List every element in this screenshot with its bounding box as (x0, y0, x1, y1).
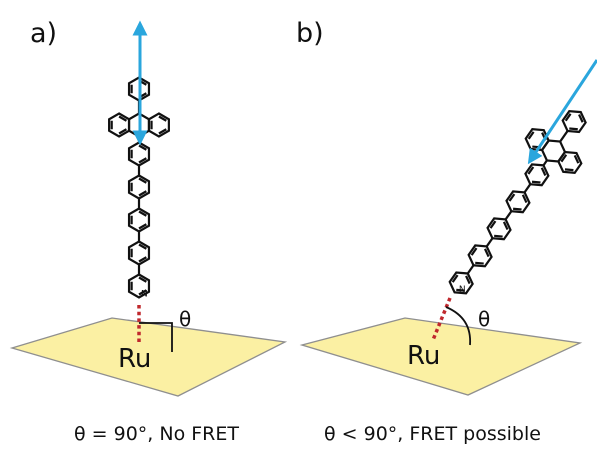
panel-b-phenylene-ring-double-bond (494, 234, 503, 238)
panel-b-anthracene-right-ring (557, 150, 583, 175)
panel-a-phenylene-ring-double-bond (138, 289, 147, 296)
panel-b-phenylene-ring-double-bond (451, 274, 459, 283)
panel-b-anthracene-right-ring-double-bond (573, 154, 580, 164)
panel-b-inter-ring-bond (485, 237, 494, 248)
panel-b-transition-dipole-arrow (527, 59, 597, 165)
panel-b-phenylene-ring-double-bond (483, 248, 490, 258)
panel-a-anthracene-left-ring-double-bond (118, 115, 128, 122)
panel-a-phenylene-ring-double-bond (138, 243, 147, 250)
panel-b-phenylene-ring (448, 271, 474, 295)
panel-b-nitrogen-label: N (459, 285, 466, 295)
panel-a-nitrogen-label: N (141, 290, 148, 300)
panel-a-phenylene-ring-double-bond (138, 144, 147, 151)
panel-a-phenylene-ring-double-bond (138, 223, 147, 230)
panel-b-surface (299, 317, 583, 396)
panel-b-phenylene-ring-double-bond (475, 261, 484, 265)
panel-a-anthracene-right-ring-double-bond (158, 128, 167, 135)
panel-b-anthracene-right-ring-double-bond (560, 154, 568, 163)
panel-a-theta-label: θ (179, 307, 191, 331)
panel-a-anthracene-left-ring (108, 112, 131, 138)
panel-b-ru-label: Ru (407, 341, 440, 371)
panel-a-anthracene-right-ring (147, 112, 170, 138)
panel-b-terminal-bond (559, 130, 569, 143)
panel-b-phenylene-ring-double-bond (489, 220, 497, 229)
panel-a: a) N Ru θ θ = 90°, No FRET (9, 18, 288, 445)
panel-b-phenylene-ring-double-bond (465, 275, 471, 285)
panel-b-angle-arc (445, 306, 471, 346)
panel-b-theta-label: θ (478, 307, 490, 331)
panel-a-phenylene-ring-double-bond (138, 190, 147, 197)
panel-b-label: b) (296, 18, 324, 49)
panel-b-anthracene-left-ring-double-bond (527, 131, 535, 140)
panel-b-terminal-phenyl-ring-double-bond (564, 113, 572, 122)
panel-b-caption: θ < 90°, FRET possible (324, 423, 541, 445)
panel-b-phenylene-ring-double-bond (527, 166, 535, 175)
panel-b-phenylene-ring-double-bond (540, 167, 547, 176)
panel-b-inter-ring-bond (466, 264, 475, 275)
panel-b-inter-ring-bond (523, 183, 532, 194)
panel-b-inter-ring-bond (504, 210, 513, 221)
panel-b-phenylene-ring-double-bond (456, 288, 465, 292)
panel-b-phenylene-ring-double-bond (502, 221, 509, 231)
panel-a-phenylene-ring-double-bond (138, 157, 147, 164)
panel-a-anthracene-left-ring-double-bond (118, 128, 128, 135)
panel-a-phenylene-ring-double-bond (138, 177, 147, 184)
panel-a-ru-label: Ru (118, 344, 151, 374)
panel-b-ru-n-bond (431, 297, 452, 341)
panel-b-phenylene-ring-double-bond (508, 193, 516, 202)
panel-a-right-angle-marker (139, 322, 173, 352)
panel-a-phenylene-ring-double-bond (138, 210, 147, 217)
panel-a-label: a) (30, 18, 57, 49)
panel-b-molecule: N (448, 109, 587, 295)
panel-b-phenylene-ring-double-bond (470, 247, 478, 256)
panel-b-terminal-phenyl-ring-double-bond (569, 127, 578, 131)
panel-a-phenylene-ring (127, 273, 151, 299)
panel-b-terminal-phenyl-ring (561, 109, 587, 134)
panel-a-anthracene-right-ring-double-bond (158, 115, 167, 122)
panel-a-caption: θ = 90°, No FRET (74, 423, 239, 445)
panel-a-phenylene-ring-double-bond (138, 256, 147, 263)
panel-a-surface (9, 317, 288, 397)
panel-b-phenylene-ring-double-bond (531, 180, 541, 184)
panel-b-terminal-phenyl-ring-double-bond (578, 114, 584, 123)
panel-b-phenylene-ring-double-bond (512, 207, 522, 211)
panel-b-anthracene-right-ring-double-bond (564, 168, 574, 172)
panel-b-phenylene-ring-double-bond (521, 194, 528, 204)
panel-b: b) N Ru θ θ < 90°, FRET possible (296, 18, 597, 445)
panel-a-phenylene-ring-double-bond (138, 276, 147, 283)
